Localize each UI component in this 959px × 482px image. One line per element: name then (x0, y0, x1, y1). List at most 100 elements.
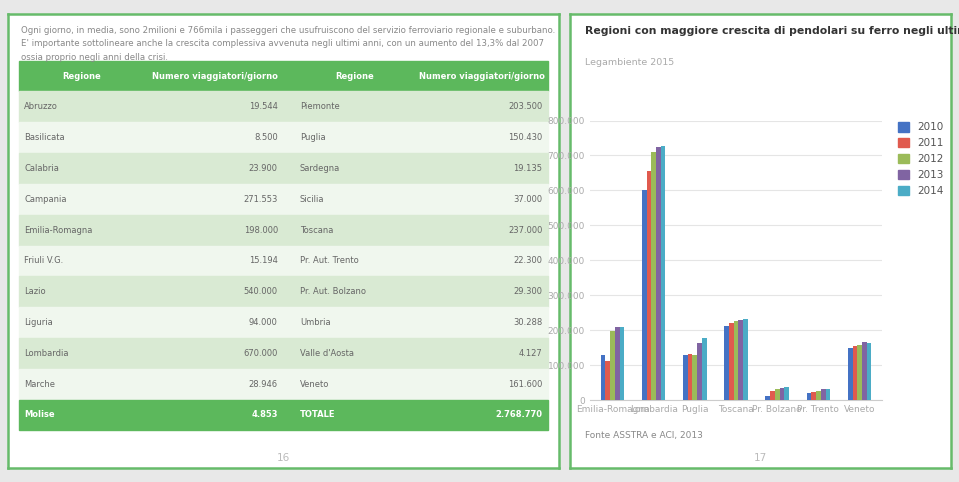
Bar (19, 92, 549, 122)
Text: 19.135: 19.135 (514, 164, 543, 173)
Text: Regioni con maggiore crescita di pendolari su ferro negli ultimi 5 anni: Regioni con maggiore crescita di pendola… (585, 26, 959, 36)
Text: 8.500: 8.500 (254, 133, 278, 142)
Text: Numero viaggiatori/giorno: Numero viaggiatori/giorno (419, 72, 545, 80)
Bar (857, 345, 862, 400)
Bar (19, 214, 549, 245)
Bar (19, 122, 549, 153)
Bar (770, 390, 775, 400)
Bar (600, 355, 605, 400)
Bar (697, 344, 702, 400)
Text: Abruzzo: Abruzzo (24, 102, 58, 111)
Bar (19, 276, 549, 307)
Text: 22.300: 22.300 (514, 256, 543, 266)
Bar (811, 392, 816, 400)
Text: 150.430: 150.430 (508, 133, 543, 142)
Text: Lazio: Lazio (24, 287, 46, 296)
Text: 19.544: 19.544 (249, 102, 278, 111)
Text: Liguria: Liguria (24, 318, 53, 327)
Bar (702, 338, 707, 400)
Bar (656, 147, 661, 400)
Bar (826, 389, 830, 400)
Text: Viaggiatori al giorno su treni regionali e suburbani per Regione: Viaggiatori al giorno su treni regionali… (118, 76, 493, 86)
Bar (780, 388, 784, 400)
Text: Molise: Molise (24, 411, 55, 419)
Text: 670.000: 670.000 (244, 349, 278, 358)
Bar (19, 245, 549, 276)
Legend: 2010, 2011, 2012, 2013, 2014: 2010, 2011, 2012, 2013, 2014 (897, 120, 946, 199)
Text: 17: 17 (754, 453, 767, 463)
Bar (19, 400, 549, 430)
Text: Ogni giorno, in media, sono 2milioni e 766mila i passeggeri che usufruiscono del: Ogni giorno, in media, sono 2milioni e 7… (21, 26, 555, 35)
Bar (620, 327, 624, 400)
Text: 4.853: 4.853 (251, 411, 278, 419)
Text: 4.127: 4.127 (519, 349, 543, 358)
Text: Pr. Aut. Trento: Pr. Aut. Trento (300, 256, 359, 266)
Text: Valle d'Aosta: Valle d'Aosta (300, 349, 354, 358)
Bar (688, 354, 692, 400)
Text: 23.900: 23.900 (249, 164, 278, 173)
Bar (19, 369, 549, 400)
Text: Marche: Marche (24, 380, 56, 388)
Bar (862, 342, 867, 400)
Text: 2.768.770: 2.768.770 (496, 411, 543, 419)
Text: 30.288: 30.288 (513, 318, 543, 327)
Bar (19, 61, 549, 92)
Text: Veneto: Veneto (300, 380, 329, 388)
Bar (19, 153, 549, 184)
Bar (729, 323, 734, 400)
Text: 16: 16 (277, 453, 290, 463)
Bar (867, 344, 872, 400)
Bar (646, 171, 651, 400)
Text: Numero viaggiatori/giorno: Numero viaggiatori/giorno (152, 72, 277, 80)
Bar (19, 338, 549, 369)
Text: 271.553: 271.553 (244, 195, 278, 204)
Bar (807, 393, 811, 400)
Bar (661, 146, 666, 400)
Bar (848, 348, 853, 400)
Text: Umbria: Umbria (300, 318, 331, 327)
Text: Toscana: Toscana (300, 226, 334, 235)
Bar (605, 361, 610, 400)
Bar (734, 321, 738, 400)
Bar (651, 152, 656, 400)
Text: Campania: Campania (24, 195, 67, 204)
Text: Pr. Aut. Bolzano: Pr. Aut. Bolzano (300, 287, 366, 296)
Text: Sicilia: Sicilia (300, 195, 324, 204)
Text: 15.194: 15.194 (249, 256, 278, 266)
Bar (615, 327, 620, 400)
Bar (775, 389, 780, 400)
Text: 94.000: 94.000 (249, 318, 278, 327)
Bar (683, 355, 688, 400)
Text: Basilicata: Basilicata (24, 133, 65, 142)
Text: 37.000: 37.000 (513, 195, 543, 204)
Text: Lombardia: Lombardia (24, 349, 69, 358)
Text: Friuli V.G.: Friuli V.G. (24, 256, 63, 266)
Text: E' importante sottolineare anche la crescita complessiva avvenuta negli ultimi a: E' importante sottolineare anche la cres… (21, 40, 545, 48)
Text: 198.000: 198.000 (244, 226, 278, 235)
Text: Regione: Regione (62, 72, 102, 80)
Text: Legambiente 2015: Legambiente 2015 (585, 57, 674, 67)
Bar (821, 389, 826, 400)
Text: TOTALE: TOTALE (300, 411, 336, 419)
Text: Regione: Regione (336, 72, 374, 80)
Bar (784, 387, 789, 400)
Text: Calabria: Calabria (24, 164, 59, 173)
Text: 540.000: 540.000 (244, 287, 278, 296)
Text: ossia proprio negli anni della crisi.: ossia proprio negli anni della crisi. (21, 53, 169, 62)
Text: Fonte ASSTRA e ACI, 2013: Fonte ASSTRA e ACI, 2013 (585, 431, 703, 441)
Bar (19, 184, 549, 214)
Bar (816, 390, 821, 400)
Bar (743, 319, 748, 400)
Text: 203.500: 203.500 (508, 102, 543, 111)
Bar (692, 355, 697, 400)
Text: Piemonte: Piemonte (300, 102, 339, 111)
Bar (642, 190, 646, 400)
Bar (610, 331, 615, 400)
Bar (853, 346, 857, 400)
Text: Emilia-Romagna: Emilia-Romagna (24, 226, 93, 235)
Bar (738, 321, 743, 400)
Text: Sardegna: Sardegna (300, 164, 340, 173)
Bar (724, 326, 729, 400)
Text: 29.300: 29.300 (514, 287, 543, 296)
Bar (19, 307, 549, 338)
